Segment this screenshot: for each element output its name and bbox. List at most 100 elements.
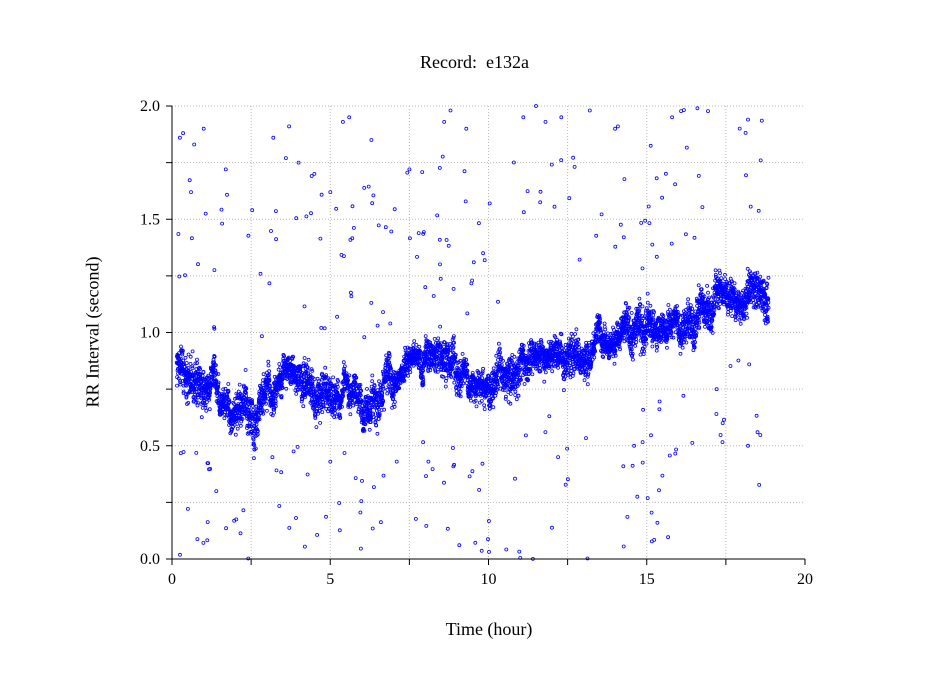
data-point [250, 400, 255, 405]
data-point [190, 366, 195, 371]
data-point [648, 303, 653, 308]
data-point [341, 360, 346, 365]
data-point [342, 364, 347, 369]
data-point [685, 301, 690, 306]
data-point [186, 400, 191, 405]
data-point [193, 397, 198, 402]
data-point [330, 412, 335, 417]
data-point [176, 353, 181, 358]
data-point [251, 456, 256, 461]
data-point [180, 352, 185, 357]
data-point [340, 404, 344, 409]
data-point [244, 393, 249, 398]
data-point [201, 379, 206, 383]
data-point [314, 387, 319, 392]
data-point [513, 389, 518, 394]
data-point [372, 383, 377, 388]
data-point [223, 412, 228, 417]
data-point [272, 407, 277, 412]
data-point [512, 354, 517, 359]
data-point [284, 386, 289, 391]
data-point [301, 404, 306, 409]
data-point [522, 382, 527, 386]
data-point [384, 353, 389, 358]
data-point [321, 404, 326, 409]
data-point [491, 405, 496, 410]
data-point [414, 342, 419, 347]
data-point [195, 357, 199, 362]
data-point [346, 378, 351, 383]
data-point [178, 356, 183, 361]
data-point [253, 446, 258, 451]
data-point [441, 344, 446, 349]
data-points [174, 104, 771, 561]
data-point [330, 410, 335, 415]
data-point [638, 352, 643, 357]
data-point [205, 378, 210, 383]
data-point [369, 416, 373, 421]
data-point [365, 386, 369, 391]
data-point [392, 399, 397, 404]
data-point [351, 403, 356, 408]
data-point [225, 394, 230, 399]
data-point [719, 276, 724, 281]
data-point [184, 361, 189, 365]
data-point [198, 393, 203, 397]
data-point [201, 370, 206, 375]
data-point [294, 391, 299, 396]
data-point [279, 382, 284, 387]
data-point [688, 303, 693, 308]
data-point [188, 354, 193, 359]
data-point [206, 373, 211, 378]
data-point [195, 361, 200, 366]
data-point [348, 404, 353, 409]
data-point [318, 387, 323, 392]
data-point [240, 392, 244, 397]
data-point [204, 400, 209, 405]
data-point [324, 373, 329, 378]
data-point [255, 427, 260, 432]
data-point [183, 355, 188, 360]
data-point [491, 366, 496, 371]
data-point [184, 392, 188, 397]
data-point [331, 375, 336, 380]
data-point [514, 397, 519, 402]
data-point [190, 364, 195, 369]
data-point [359, 388, 364, 393]
data-point [214, 379, 219, 384]
data-point [177, 351, 181, 356]
data-point [573, 332, 577, 336]
data-point [240, 417, 245, 421]
data-point [188, 379, 193, 383]
data-point [235, 426, 240, 431]
data-point [329, 389, 333, 394]
data-point [362, 428, 367, 433]
data-point [542, 379, 547, 384]
data-point [706, 290, 710, 295]
data-point [298, 365, 303, 370]
data-point [208, 386, 213, 391]
data-point [339, 398, 344, 403]
data-point [249, 422, 254, 427]
data-point [717, 306, 721, 311]
data-point [310, 379, 315, 384]
data-point [195, 403, 200, 408]
data-point [323, 365, 328, 370]
data-point [286, 355, 291, 360]
data-point [305, 365, 310, 370]
data-point [244, 407, 249, 412]
data-point [291, 354, 296, 359]
data-point [385, 391, 390, 396]
data-point [645, 300, 650, 305]
data-point [184, 369, 189, 374]
data-point [209, 375, 214, 379]
data-point [193, 361, 198, 366]
data-point [338, 415, 343, 420]
data-point [207, 407, 212, 412]
data-point [314, 425, 319, 430]
data-point [225, 395, 230, 400]
data-point [178, 380, 183, 385]
data-point [375, 431, 380, 436]
data-point [377, 411, 382, 416]
data-point [255, 429, 260, 434]
